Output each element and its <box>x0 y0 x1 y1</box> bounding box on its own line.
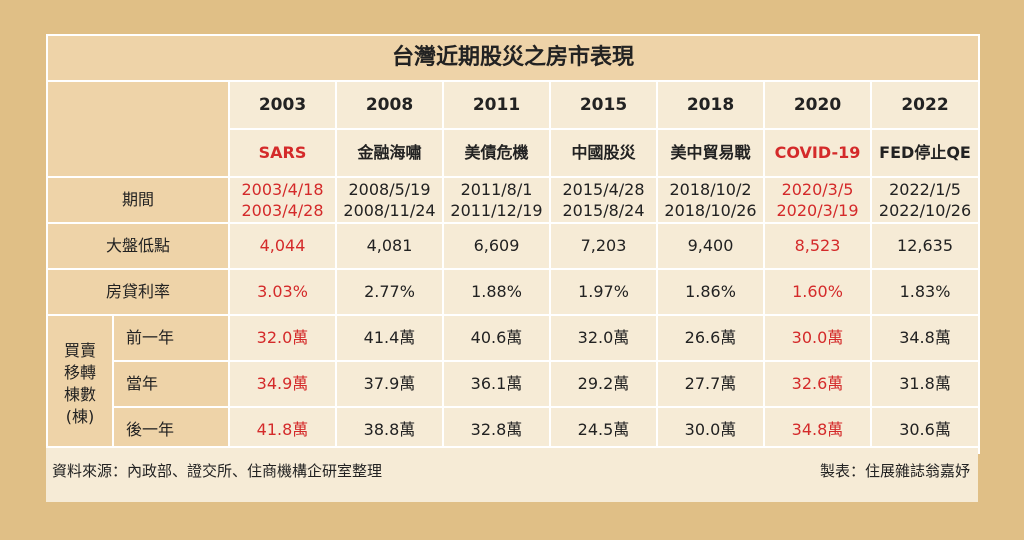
same-year-cell: 27.7萬 <box>656 360 765 408</box>
same-year-cell: 36.1萬 <box>442 360 551 408</box>
market-low-cell: 4,044 <box>228 222 337 270</box>
row-label-period: 期間 <box>46 176 230 224</box>
period-start: 2018/10/2 <box>669 180 752 199</box>
mortgage-rate-cell: 2.77% <box>335 268 444 316</box>
same-year-cell: 34.9萬 <box>228 360 337 408</box>
same-year-cell: 37.9萬 <box>335 360 444 408</box>
period-end: 2003/4/28 <box>241 201 324 220</box>
period-cell: 2018/10/2 2018/10/26 <box>656 176 765 224</box>
same-year-cell: 29.2萬 <box>549 360 658 408</box>
period-cell: 2011/8/1 2011/12/19 <box>442 176 551 224</box>
year-header: 2003 <box>228 80 337 130</box>
row-group-label-transactions: 買賣 移轉 棟數 (棟) <box>46 314 114 454</box>
period-start: 2022/1/5 <box>889 180 961 199</box>
group-label-line: (棟) <box>65 407 95 426</box>
row-label-same-year: 當年 <box>112 360 230 408</box>
period-start: 2020/3/5 <box>781 180 854 199</box>
same-year-cell: 32.6萬 <box>763 360 872 408</box>
year-header: 2020 <box>763 80 872 130</box>
mortgage-rate-cell: 1.97% <box>549 268 658 316</box>
period-cell: 2022/1/5 2022/10/26 <box>869 176 981 224</box>
market-low-cell: 12,635 <box>869 222 981 270</box>
market-low-cell: 8,523 <box>763 222 872 270</box>
table-title: 台灣近期股災之房市表現 <box>45 34 981 82</box>
prev-year-cell: 40.6萬 <box>442 314 551 362</box>
event-row: SARS 金融海嘯 美債危機 中國股災 美中貿易戰 COVID-19 FED停止… <box>47 128 981 178</box>
period-end: 2011/12/19 <box>450 201 543 220</box>
group-label-line: 棟數 <box>63 385 96 404</box>
year-header: 2022 <box>869 80 981 130</box>
market-low-cell: 9,400 <box>656 222 765 270</box>
period-cell: 2008/5/19 2008/11/24 <box>335 176 444 224</box>
period-end: 2020/3/19 <box>776 201 859 220</box>
year-header: 2015 <box>549 80 658 130</box>
year-row: 2003 2008 2011 2015 2018 2020 2022 <box>46 80 981 178</box>
prev-year-cell: 30.0萬 <box>763 314 872 362</box>
event-header: COVID-19 <box>763 128 872 178</box>
prev-year-row: 買賣 移轉 棟數 (棟) 前一年 32.0萬 41.4萬 40.6萬 32.0萬… <box>46 314 981 454</box>
market-low-cell: 4,081 <box>335 222 444 270</box>
mortgage-rate-row: 房貸利率 3.03% 2.77% 1.88% 1.97% 1.86% 1.60%… <box>46 268 981 316</box>
market-low-cell: 7,203 <box>549 222 658 270</box>
market-low-row: 大盤低點 4,044 4,081 6,609 7,203 9,400 8,523… <box>46 222 981 270</box>
prev-year-cell: 26.6萬 <box>656 314 765 362</box>
period-end: 2022/10/26 <box>878 201 972 220</box>
mortgage-rate-cell: 1.60% <box>763 268 872 316</box>
period-start: 2015/4/28 <box>562 180 645 199</box>
event-header: 美債危機 <box>442 128 551 178</box>
period-start: 2008/5/19 <box>348 180 431 199</box>
housing-market-table: 台灣近期股災之房市表現 2003 2008 2011 2015 2018 202… <box>45 34 981 454</box>
same-year-row: 當年 34.9萬 37.9萬 36.1萬 29.2萬 27.7萬 32.6萬 3… <box>47 360 981 408</box>
maker-note: 製表：住展雜誌翁嘉妤 <box>819 462 970 480</box>
market-low-cell: 6,609 <box>442 222 551 270</box>
event-header: 美中貿易戰 <box>656 128 765 178</box>
event-header: 金融海嘯 <box>335 128 444 178</box>
same-year-cell: 31.8萬 <box>869 360 981 408</box>
period-start: 2011/8/1 <box>460 180 533 199</box>
header-blank-cell <box>46 80 230 178</box>
next-year-cell: 30.6萬 <box>869 406 981 454</box>
year-header: 2018 <box>656 80 765 130</box>
period-cell: 2015/4/28 2015/8/24 <box>549 176 658 224</box>
stock-crash-table-card: 台灣近期股災之房市表現 2003 2008 2011 2015 2018 202… <box>45 34 981 502</box>
group-label-line: 買賣 <box>63 341 96 360</box>
period-end: 2015/8/24 <box>562 201 645 220</box>
row-label-mortgage-rate: 房貸利率 <box>46 268 230 316</box>
prev-year-cell: 34.8萬 <box>869 314 981 362</box>
prev-year-cell: 41.4萬 <box>335 314 444 362</box>
row-label-prev-year: 前一年 <box>112 314 230 362</box>
period-row: 期間 2003/4/18 2003/4/28 2008/5/19 2008/11/2… <box>46 176 981 224</box>
source-note: 資料來源：內政部、證交所、住商機構企研室整理 <box>52 462 383 480</box>
event-header: 中國股災 <box>549 128 658 178</box>
event-header: FED停止QE <box>869 128 981 178</box>
year-header: 2008 <box>335 80 444 130</box>
period-start: 2003/4/18 <box>241 180 324 199</box>
group-label-line: 移轉 <box>63 363 96 382</box>
prev-year-cell: 32.0萬 <box>549 314 658 362</box>
period-end: 2018/10/26 <box>664 201 757 220</box>
mortgage-rate-cell: 3.03% <box>228 268 337 316</box>
period-end: 2008/11/24 <box>343 201 436 220</box>
mortgage-rate-cell: 1.83% <box>869 268 981 316</box>
mortgage-rate-cell: 1.88% <box>442 268 551 316</box>
period-cell: 2003/4/18 2003/4/28 <box>228 176 337 224</box>
table-footer: 資料來源：內政部、證交所、住商機構企研室整理 製表：住展雜誌翁嘉妤 <box>46 446 978 488</box>
year-header: 2011 <box>442 80 551 130</box>
row-label-market-low: 大盤低點 <box>46 222 230 270</box>
event-header: SARS <box>228 128 337 178</box>
period-cell: 2020/3/5 2020/3/19 <box>763 176 872 224</box>
prev-year-cell: 32.0萬 <box>228 314 337 362</box>
mortgage-rate-cell: 1.86% <box>656 268 765 316</box>
